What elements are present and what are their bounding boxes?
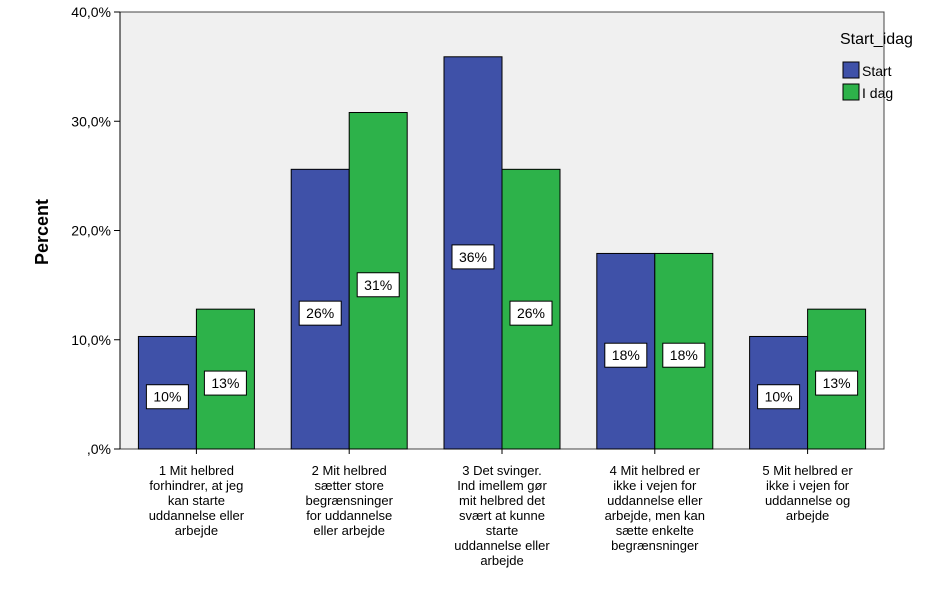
- category-label: 4 Mit helbred er ikke i vejen for uddannel…: [605, 463, 705, 553]
- svg-text:18%: 18%: [612, 347, 640, 363]
- category-label: 1 Mit helbred forhindrer, at jeg kan start…: [149, 463, 245, 538]
- data-label: 31%: [356, 272, 400, 298]
- legend-label: I dag: [862, 85, 893, 101]
- legend-swatch: [842, 61, 860, 79]
- svg-text:36%: 36%: [459, 249, 487, 265]
- data-label: 18%: [604, 342, 648, 368]
- svg-text:18%: 18%: [670, 347, 698, 363]
- category-label: 2 Mit helbred sætter store begrænsninger fo…: [305, 463, 393, 538]
- svg-text:13%: 13%: [823, 375, 851, 391]
- y-tick-label: 40,0%: [71, 4, 111, 20]
- svg-text:13%: 13%: [211, 375, 239, 391]
- data-label: 18%: [662, 342, 706, 368]
- legend-swatch: [842, 83, 860, 101]
- legend: Start_idag Start I dag: [840, 31, 913, 101]
- svg-text:10%: 10%: [153, 389, 181, 405]
- y-axis-label: Percent: [32, 199, 52, 265]
- data-label: 10%: [757, 384, 801, 410]
- data-label: 13%: [203, 370, 247, 396]
- data-label: 13%: [815, 370, 859, 396]
- svg-text:31%: 31%: [364, 277, 392, 293]
- legend-title: Start_idag: [840, 31, 913, 48]
- svg-text:26%: 26%: [517, 305, 545, 321]
- y-tick-label: ,0%: [87, 441, 111, 457]
- category-label: 3 Det svinger. Ind imellem gør mit helbred…: [454, 463, 550, 568]
- data-label: 26%: [298, 300, 342, 326]
- category-label: 5 Mit helbred er ikke i vejen for uddannel…: [762, 463, 853, 523]
- data-label: 10%: [145, 384, 189, 410]
- data-label: 36%: [451, 244, 495, 270]
- data-label: 26%: [509, 300, 553, 326]
- svg-text:26%: 26%: [306, 305, 334, 321]
- legend-label: Start: [862, 63, 892, 79]
- y-tick-label: 30,0%: [71, 113, 111, 129]
- y-tick-label: 20,0%: [71, 223, 111, 239]
- y-tick-label: 10,0%: [71, 332, 111, 348]
- svg-text:10%: 10%: [765, 389, 793, 405]
